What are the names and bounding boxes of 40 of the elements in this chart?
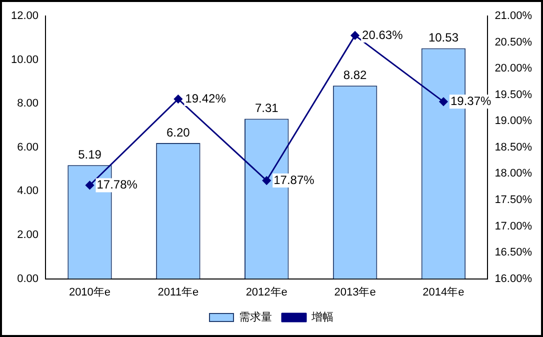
- data-label: 10.53: [428, 30, 459, 45]
- y2-tick-label: 17.00%: [494, 220, 532, 232]
- data-label: 8.82: [343, 68, 368, 82]
- y2-tick-label: 16.50%: [494, 246, 532, 259]
- point: [85, 180, 94, 190]
- y-tick-label: 6.00: [17, 141, 39, 154]
- y-tick-label: 8.00: [17, 98, 39, 110]
- y2-tick-label: 21.00%: [494, 10, 532, 22]
- data-label: 20.63%: [362, 28, 404, 42]
- point: [174, 94, 182, 104]
- data-label: 19.42%: [185, 91, 226, 106]
- y2-tick-label: 17.50%: [494, 194, 532, 206]
- point: [439, 97, 448, 106]
- y-tick-label: 4.00: [17, 185, 39, 198]
- x-tick-label: 2012年e: [246, 286, 288, 298]
- data-label: 6.20: [166, 125, 190, 140]
- point: [350, 31, 360, 40]
- y2-tick-label: 16.00%: [494, 272, 532, 285]
- data-label: 17.87%: [274, 172, 315, 187]
- point: [262, 176, 271, 185]
- x-tick-label: 2010年e: [68, 286, 111, 298]
- y2-tick-label: 18.00%: [494, 168, 532, 180]
- y2-tick-label: 20.00%: [494, 62, 532, 75]
- y2-tick-label: 18.50%: [494, 141, 532, 154]
- x-tick-label: 2014年e: [422, 286, 464, 298]
- y-tick-label: 0.00: [17, 272, 39, 285]
- data-label: 7.31: [254, 101, 279, 116]
- y2-tick-label: 19.50%: [494, 88, 532, 101]
- y-tick-label: 12.00: [10, 10, 39, 22]
- y-tick-label: 10.00: [10, 54, 39, 66]
- data-label: 5.19: [78, 147, 102, 162]
- y-tick-label: 2.00: [17, 229, 39, 242]
- x-tick-label: 2013年e: [334, 286, 376, 298]
- y2-tick-label: 19.00%: [494, 115, 532, 128]
- x-tick-label: 2011年e: [158, 286, 199, 298]
- legend-label: 需求量: [239, 310, 272, 324]
- data-label: 17.78%: [96, 178, 138, 192]
- y2-tick-label: 20.50%: [494, 36, 532, 48]
- legend-label: 增幅: [310, 312, 334, 324]
- data-label: 19.37%: [450, 94, 492, 108]
